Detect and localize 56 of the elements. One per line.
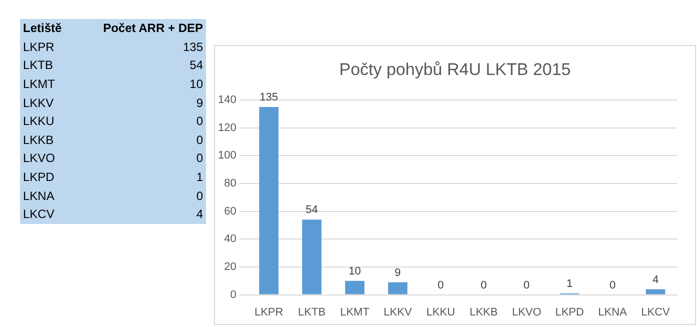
data-label: 0 — [524, 279, 530, 292]
data-label: 10 — [348, 265, 361, 278]
data-label: 1 — [566, 278, 573, 290]
data-label: 135 — [260, 91, 278, 104]
category-label: LKKB — [22, 132, 55, 149]
y-tick-label: 120 — [218, 122, 236, 134]
category-label: LKCV — [22, 206, 56, 224]
bar — [345, 280, 364, 294]
x-tick-label: LKKV — [384, 306, 412, 318]
x-tick-label: LKVO — [512, 306, 542, 318]
data-label: 135 — [182, 38, 204, 56]
text: Letiště — [22, 20, 63, 38]
y-tick-label: 100 — [218, 150, 236, 162]
y-tick-label: 20 — [224, 261, 236, 274]
y-tick-label: 140 — [218, 94, 236, 106]
data-label: 4 — [652, 274, 659, 286]
x-tick-label: LKCV — [641, 306, 671, 318]
text: Počet ARR + DEP — [102, 20, 204, 38]
bar — [302, 220, 322, 294]
category-label: LKPD — [22, 169, 56, 186]
data-label: 0 — [195, 188, 204, 205]
data-label: 54 — [188, 57, 204, 74]
category-label: LKKU — [22, 113, 56, 130]
data-label: 0 — [195, 132, 204, 149]
y-tick-label: 40 — [224, 233, 236, 246]
y-tick-label: 0 — [230, 288, 236, 301]
data-label: 0 — [195, 113, 204, 130]
category-label: LKMT — [22, 76, 56, 94]
y-tick-label: 80 — [224, 178, 236, 190]
x-tick-label: LKNA — [598, 306, 628, 318]
data-label: 10 — [188, 76, 204, 94]
x-tick-label: LKPR — [254, 306, 284, 318]
category-label: LKTB — [22, 57, 54, 74]
category-label: LKNA — [22, 188, 56, 205]
data-label: 0 — [438, 279, 444, 292]
data-label: 0 — [195, 150, 204, 168]
bar — [646, 289, 666, 294]
bar — [388, 282, 408, 294]
x-tick-label: LKKB — [470, 306, 498, 318]
y-tick-label: 60 — [224, 205, 236, 218]
data-label: 0 — [609, 279, 616, 292]
data-label: 9 — [394, 266, 401, 279]
x-tick-label: LKKU — [426, 306, 456, 318]
chart-title: Počty pohybů R4U LKTB 2015 — [338, 60, 572, 80]
data-label: 4 — [195, 206, 204, 224]
data-label: 54 — [306, 204, 318, 216]
x-tick-label: LKMT — [340, 306, 370, 318]
data-label: 0 — [480, 279, 487, 292]
x-tick-label: LKTB — [298, 306, 326, 318]
category-label: LKPR — [22, 38, 56, 56]
category-label: LKVO — [22, 150, 56, 168]
category-label: LKKV — [22, 94, 55, 112]
data-label: 9 — [195, 94, 204, 112]
data-label: 1 — [195, 169, 204, 186]
x-tick-label: LKPD — [555, 306, 584, 318]
bar — [259, 106, 279, 294]
